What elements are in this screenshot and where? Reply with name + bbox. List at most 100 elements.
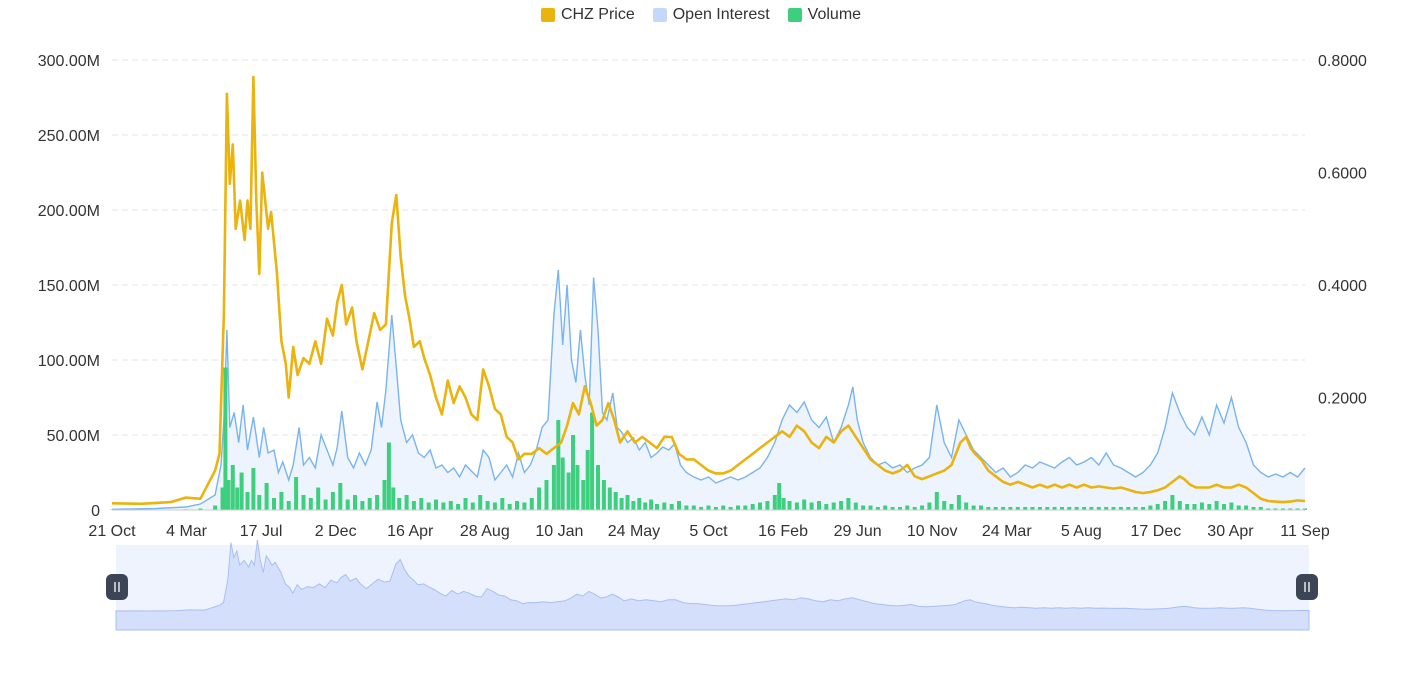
volume-bar [831, 502, 836, 510]
volume-bar [239, 472, 244, 510]
y-right-tick-label: 0.2000 [1318, 391, 1367, 408]
volume-bar [1155, 504, 1160, 510]
y-left-tick-label: 50.00M [47, 428, 100, 445]
volume-bar [448, 501, 453, 510]
y-left-tick-label: 100.00M [38, 353, 100, 370]
y-left-tick-label: 0 [91, 503, 100, 520]
volume-bar [920, 505, 925, 510]
volume-bar [993, 507, 998, 510]
volume-bar [301, 495, 306, 510]
navigator-right-handle[interactable] [1296, 574, 1318, 600]
volume-bar [787, 501, 792, 510]
volume-bar [1288, 508, 1293, 510]
volume-bar [691, 505, 696, 510]
volume-bar [223, 367, 228, 510]
volume-bar [1222, 504, 1226, 510]
volume-bar [279, 492, 284, 510]
volume-bar [575, 465, 580, 510]
x-tick-label: 5 Oct [689, 523, 728, 540]
x-tick-label: 24 Mar [982, 523, 1032, 540]
volume-bar [382, 480, 387, 510]
volume-bar [883, 505, 888, 510]
legend-item-open-interest[interactable]: Open Interest [652, 6, 770, 24]
volume-bar [1266, 508, 1271, 510]
volume-bar [868, 505, 873, 510]
volume-bar [272, 498, 276, 510]
x-tick-label: 29 Jun [834, 523, 882, 540]
volume-bar [308, 498, 313, 510]
volume-bar [817, 501, 821, 510]
volume-bar [1104, 507, 1109, 510]
x-tick-label: 17 Jul [240, 523, 283, 540]
volume-bar [956, 495, 961, 510]
volume-bar [1148, 505, 1153, 510]
volume-bar [404, 495, 409, 510]
chz-price-line [111, 75, 1306, 506]
volume-bar [794, 502, 799, 510]
volume-bar [434, 499, 438, 510]
y-left-tick-label: 200.00M [38, 203, 100, 220]
x-tick-label: 2 Dec [315, 523, 357, 540]
range-navigator[interactable] [106, 539, 1318, 631]
volume-bar [1229, 502, 1234, 510]
volume-bar [684, 505, 689, 510]
y-right-tick-label: 0.6000 [1318, 166, 1367, 183]
open-interest-area [112, 270, 1305, 510]
volume-bar [706, 505, 711, 510]
volume-bar [898, 507, 902, 510]
volume-bar [1037, 507, 1042, 510]
x-tick-label: 16 Feb [758, 523, 808, 540]
volume-bar [1074, 507, 1079, 510]
volume-bar [1207, 504, 1212, 510]
volume-bar [736, 505, 740, 510]
legend-swatch [652, 8, 667, 22]
volume-bar [456, 504, 461, 510]
volume-bar [286, 501, 291, 510]
volume-bar [601, 480, 606, 510]
volume-bar [1001, 507, 1006, 510]
volume-bar [330, 492, 335, 510]
volume-bar [619, 498, 624, 510]
navigator-left-handle[interactable] [106, 574, 128, 600]
volume-bar [942, 501, 947, 510]
legend-item-chz-price[interactable]: CHZ Price [540, 6, 635, 24]
volume-bar [544, 480, 549, 510]
volume-bar [743, 505, 748, 510]
volume-bar [226, 480, 231, 510]
plot-area [110, 75, 1307, 511]
volume-bar [777, 483, 782, 510]
volume-bar [809, 502, 814, 510]
volume-bar [522, 502, 527, 510]
volume-bar [360, 501, 365, 510]
volume-bar [802, 499, 807, 510]
volume-bar [230, 465, 235, 510]
volume-bar [824, 504, 829, 510]
volume-bar [397, 498, 402, 510]
volume-bar [1177, 501, 1182, 510]
volume-bar [500, 498, 505, 510]
volume-bar [971, 505, 976, 510]
volume-bar [251, 468, 256, 510]
volume-bar [441, 502, 446, 510]
volume-bar [264, 483, 269, 510]
legend-item-volume[interactable]: Volume [787, 6, 861, 24]
volume-bar [1273, 508, 1278, 510]
volume-bar [839, 501, 844, 510]
volume-bar [677, 501, 681, 510]
volume-bar [1192, 504, 1197, 510]
volume-bar [1133, 507, 1138, 510]
volume-bar [861, 505, 866, 510]
volume-bar [625, 495, 630, 510]
volume-bar [537, 487, 542, 510]
volume-bar [485, 501, 490, 510]
navigator-price-area [115, 539, 1310, 631]
volume-bar [507, 504, 512, 510]
volume-bar [220, 487, 225, 510]
volume-bar [964, 502, 969, 510]
volume-bar [853, 502, 858, 510]
volume-bar [607, 487, 612, 510]
volume-bar [1015, 507, 1020, 510]
x-tick-label: 11 Sep [1280, 523, 1330, 540]
y-right-tick-label: 0.8000 [1318, 53, 1367, 70]
